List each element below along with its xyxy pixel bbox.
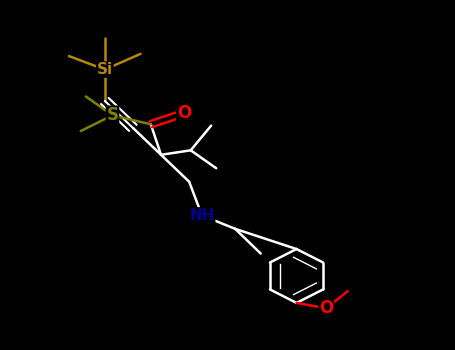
Text: O: O (319, 299, 334, 317)
Text: NH: NH (189, 208, 215, 223)
Text: Si: Si (97, 62, 113, 77)
Text: O: O (177, 104, 191, 122)
Text: S: S (106, 106, 118, 124)
